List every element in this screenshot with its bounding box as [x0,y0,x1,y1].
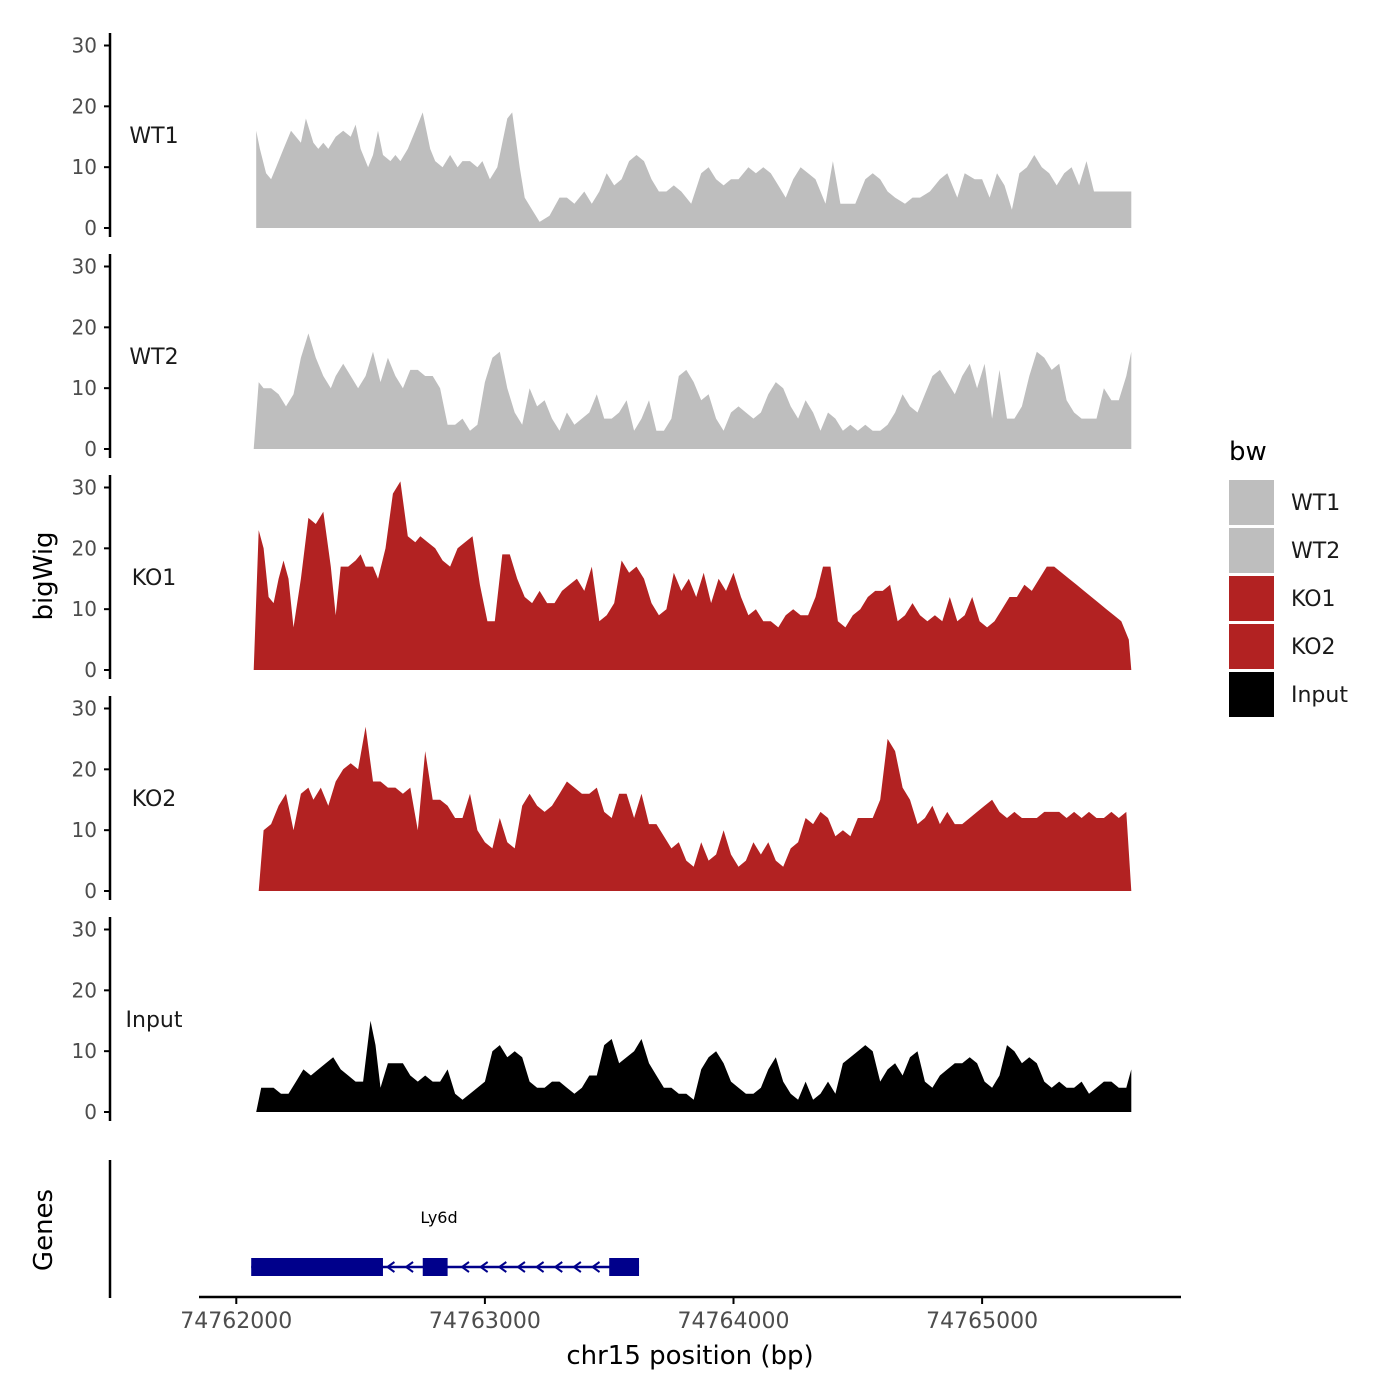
y-axis-title: bigWig [29,531,59,620]
strand-chevron [572,1261,582,1273]
coverage-tracks: 0 10 20 30 WT1 0 10 20 30 WT2 0 10 20 30 KO1 0 10 20 30 KO2… [72,33,1132,1124]
strand-chevron [460,1261,470,1273]
y-tick-label: 20 [72,94,97,118]
strand-chevron [534,1261,545,1273]
strand-chevron [385,1261,396,1273]
x-axis: 74762000 74763000 74764000 74765000 chr15 p… [180,1295,1181,1371]
strand-chevron [516,1261,526,1273]
x-tick-label: 74765000 [926,1309,1038,1334]
y-tick-label: 10 [72,155,97,179]
legend-swatch-ko2 [1229,624,1274,669]
gene-exon-2 [422,1258,448,1276]
coverage-area-input [256,1020,1132,1112]
strand-chevron [404,1261,414,1273]
gene-exon-1 [251,1258,383,1276]
x-tick-label: 74762000 [180,1309,292,1334]
legend-label-ko1: KO1 [1291,587,1336,612]
x-tick-label: 74763000 [429,1309,541,1334]
legend-title: bw [1229,437,1267,467]
y-tick-label: 30 [72,918,97,942]
strand-chevron [590,1261,601,1273]
y-tick-label: 10 [72,597,97,621]
track-label-input: Input [126,1008,183,1033]
track-ko2: 0 10 20 30 KO2 [72,696,1132,903]
y-tick-label: 0 [84,658,97,682]
y-tick-label: 10 [72,818,97,842]
legend-label-wt2: WT2 [1291,539,1340,564]
y-tick-label: 0 [84,216,97,240]
y-tick-label: 10 [72,376,97,400]
legend-swatch-wt1 [1229,480,1274,525]
strand-chevron [497,1261,507,1273]
coverage-area-ko1 [253,481,1132,670]
legend-items: WT1 WT2 KO1 KO2 Input [1229,480,1348,717]
track-ko1: 0 10 20 30 KO1 [72,475,1132,682]
y-tick-label: 20 [72,757,97,781]
track-label-ko2: KO2 [132,787,177,812]
gene-track: Genes Ly6d [29,1160,640,1298]
track-wt2: 0 10 20 30 WT2 [72,254,1132,461]
y-tick-label: 20 [72,315,97,339]
y-tick-label: 30 [72,476,97,500]
coverage-area-wt1 [256,112,1132,228]
x-axis-ticks: 74762000 74763000 74764000 74765000 [180,1297,1038,1334]
y-tick-label: 20 [72,978,97,1002]
strand-chevron [478,1261,489,1273]
coverage-area-ko2 [258,726,1132,891]
gene-exon-3 [609,1258,640,1276]
y-tick-label: 30 [72,255,97,279]
legend-swatch-wt2 [1229,528,1274,573]
legend-swatch-ko1 [1229,576,1274,621]
y-tick-label: 20 [72,536,97,560]
track-label-wt2: WT2 [129,345,178,370]
track-input: 0 10 20 30 Input [72,917,1132,1124]
track-label-ko1: KO1 [132,566,177,591]
y-tick-label: 30 [72,34,97,58]
y-tick-label: 0 [84,879,97,903]
track-label-wt1: WT1 [129,124,178,149]
y-tick-label: 0 [84,437,97,461]
legend-label-ko2: KO2 [1291,635,1336,660]
y-tick-label: 10 [72,1039,97,1063]
x-axis-title: chr15 position (bp) [566,1341,813,1371]
coverage-area-wt2 [253,333,1132,449]
track-wt1: 0 10 20 30 WT1 [72,33,1132,240]
y-tick-label: 0 [84,1100,97,1124]
y-tick-label: 30 [72,697,97,721]
x-tick-label: 74764000 [678,1309,790,1334]
legend-swatch-input [1229,672,1274,717]
strand-chevron [553,1261,563,1273]
gene-model-ly6d [251,1258,640,1276]
legend-label-wt1: WT1 [1291,491,1340,516]
legend: bw WT1 WT2 KO1 KO2 Input [1229,437,1348,717]
genes-track-label: Genes [29,1189,59,1271]
gene-name-label: Ly6d [420,1208,457,1227]
legend-label-input: Input [1291,683,1348,708]
